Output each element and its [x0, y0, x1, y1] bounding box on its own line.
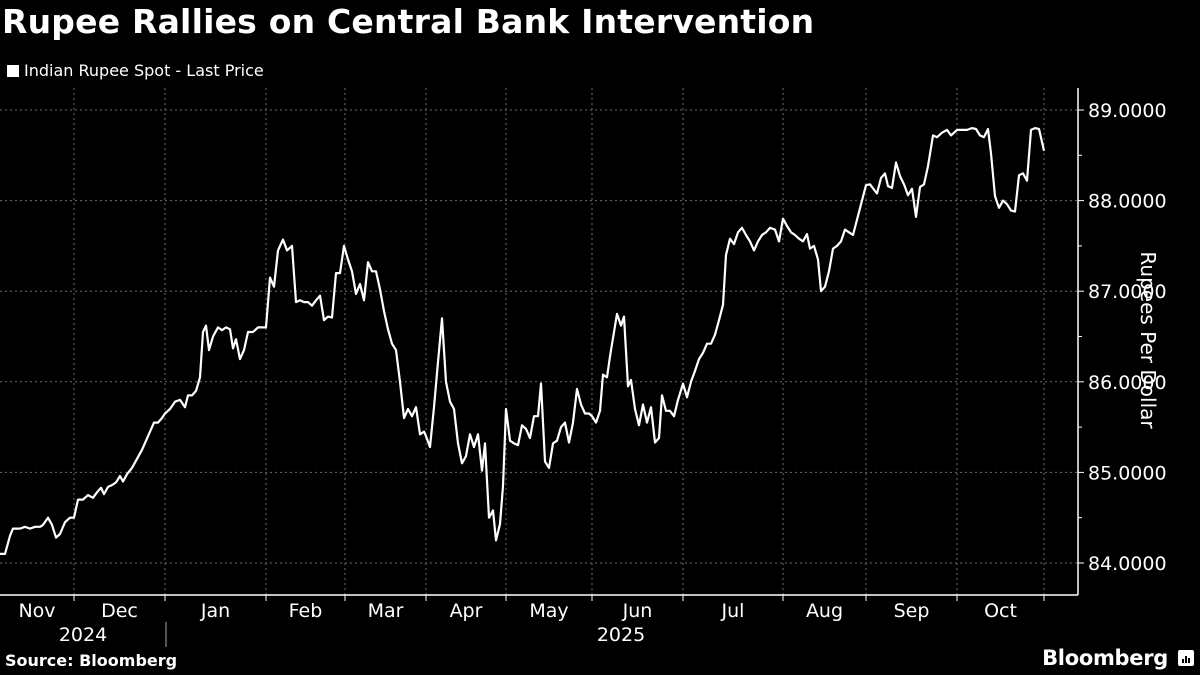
gridlines: [0, 88, 1078, 595]
x-month-label: Nov: [18, 600, 55, 622]
x-month-label: Jul: [721, 600, 745, 622]
y-tick-label: 87.0000: [1088, 281, 1167, 303]
legend-swatch-icon: [7, 64, 19, 77]
legend-label: Indian Rupee Spot - Last Price: [24, 61, 264, 80]
x-month-label: Aug: [806, 600, 843, 622]
y-tick-label: 86.0000: [1088, 372, 1167, 394]
x-month-label: Apr: [450, 600, 483, 622]
bloomberg-chart-icon: [1178, 650, 1194, 666]
y-tick-label: 84.0000: [1088, 553, 1167, 575]
x-month-label: Oct: [984, 600, 1017, 622]
x-month-label: Jan: [200, 600, 230, 622]
y-axis-label: Rupees Per Dollar: [1136, 251, 1160, 429]
x-month-label: Sep: [894, 600, 930, 622]
x-month-label: Dec: [101, 600, 138, 622]
x-year-label: 2025: [597, 624, 645, 646]
x-month-label: May: [529, 600, 568, 622]
legend: Indian Rupee Spot - Last Price: [7, 61, 264, 80]
y-tick-label: 85.0000: [1088, 462, 1167, 484]
x-month-label: Mar: [368, 600, 404, 622]
y-tick-label: 89.0000: [1088, 100, 1167, 122]
x-month-label: Jun: [622, 600, 653, 622]
bloomberg-logo-text: Bloomberg: [1042, 646, 1168, 670]
axes: [0, 88, 1079, 596]
x-year-label: 2024: [59, 624, 107, 646]
rupee-price-line: [0, 127, 1046, 555]
source-note: Source: Bloomberg: [5, 651, 178, 670]
y-tick-label: 88.0000: [1088, 191, 1167, 213]
x-month-label: Feb: [289, 600, 323, 622]
y-axis-ticks: 84.0000 85.0000 86.0000 87.0000 88.0000 89.00…: [1078, 100, 1167, 575]
x-axis-ticks: Nov Dec Jan Feb Mar Apr May Jun Jul Aug Sep Oct 2024…: [18, 595, 1045, 647]
chart-title: Rupee Rallies on Central Bank Interventi…: [2, 2, 815, 41]
